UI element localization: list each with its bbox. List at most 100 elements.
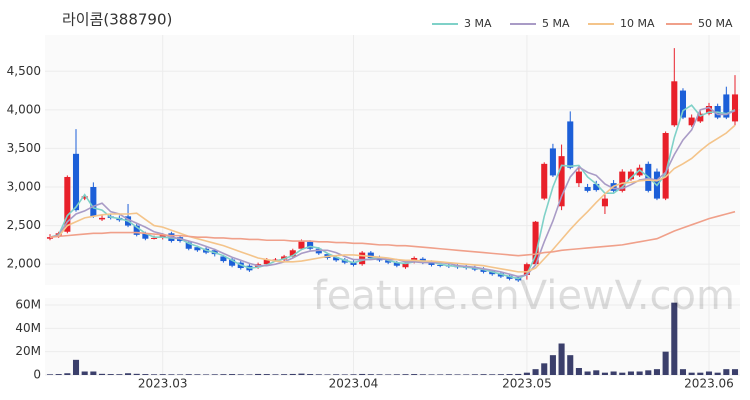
candle-body <box>671 81 678 126</box>
volume-bar <box>211 374 218 375</box>
y-tick-label: 2,500 <box>7 218 41 232</box>
volume-bar <box>627 371 634 375</box>
y-tick-label: 4,000 <box>7 102 41 116</box>
volume-bar <box>55 374 62 375</box>
candle-body <box>142 233 149 239</box>
candle-body <box>549 148 556 176</box>
y-tick-label: 0 <box>33 368 41 382</box>
candle-body <box>229 259 236 266</box>
volume-bar <box>662 351 669 375</box>
volume-bar <box>333 374 340 375</box>
volume-bar <box>506 374 513 375</box>
volume-bar <box>185 374 192 375</box>
candle-body <box>636 167 643 176</box>
volume-bar <box>567 355 574 375</box>
candle-body <box>263 259 270 265</box>
x-tick-label: 2023.06 <box>684 377 734 391</box>
candle-body <box>679 90 687 118</box>
candle-body <box>688 117 695 126</box>
candle-body <box>662 132 669 199</box>
x-tick-label: 2023.05 <box>502 377 552 391</box>
legend-label: 10 MA <box>620 17 655 30</box>
volume-bar <box>532 369 539 375</box>
volume-bar <box>46 374 54 375</box>
volume-bar <box>549 355 556 375</box>
candle-body <box>46 237 54 239</box>
candle-body <box>523 264 530 275</box>
candle-body <box>367 252 374 258</box>
volume-bar <box>523 372 530 375</box>
volume-bar <box>610 371 617 375</box>
volume-bar <box>98 373 106 375</box>
volume-bar <box>367 374 374 375</box>
candle-body <box>289 250 296 257</box>
volume-bar <box>263 374 270 375</box>
volume-bar <box>203 374 210 375</box>
volume-bar <box>697 372 704 375</box>
volume-bar <box>575 368 582 375</box>
legend-label: 3 MA <box>464 17 492 30</box>
candle-body <box>558 156 565 207</box>
volume-bar <box>298 373 305 375</box>
volume-bar <box>324 374 331 375</box>
volume-bar <box>151 374 158 375</box>
volume-bar <box>341 374 348 375</box>
candle-body <box>731 94 739 122</box>
volume-bar <box>350 374 357 375</box>
y-tick-label: 2,000 <box>7 257 41 271</box>
candle-body <box>532 221 539 265</box>
y-tick-label: 4,500 <box>7 64 41 78</box>
volume-bar <box>81 371 88 375</box>
volume-bar <box>133 373 140 375</box>
watermark: feature.enViewV.com <box>313 273 735 319</box>
candle-body <box>584 187 591 191</box>
legend-label: 5 MA <box>542 17 570 30</box>
candle-body <box>307 241 314 249</box>
volume-bar <box>619 372 626 375</box>
volume-bar <box>645 370 652 375</box>
volume-bar <box>229 374 236 375</box>
volume-bar <box>315 374 322 375</box>
candle-body <box>133 225 140 235</box>
volume-bar <box>359 373 366 375</box>
volume-bar <box>159 374 166 375</box>
volume-bar <box>64 373 71 375</box>
volume-bar <box>385 374 392 375</box>
ma-line <box>49 124 736 273</box>
volume-bar <box>497 374 504 375</box>
chart-title: 라이콤(388790) <box>62 11 172 29</box>
candle-body <box>359 252 366 265</box>
y-tick-label: 3,000 <box>7 180 41 194</box>
volume-bar <box>90 371 97 375</box>
volume-bar <box>402 374 409 375</box>
grid <box>45 35 740 376</box>
candle-body <box>437 264 444 266</box>
candle-body <box>402 262 409 268</box>
volume-bar <box>723 369 730 375</box>
candle-body <box>185 242 192 249</box>
volume-bar <box>714 372 721 375</box>
volume-bar <box>177 374 184 375</box>
volume-bar <box>237 374 244 375</box>
volume-bar <box>489 374 496 375</box>
volume-bar <box>636 371 643 375</box>
volume-bar <box>437 374 444 375</box>
volume-bar <box>255 373 262 375</box>
candle-body <box>601 198 608 207</box>
candle-body <box>272 259 279 261</box>
candle-body <box>385 260 392 263</box>
price-panel <box>45 35 740 285</box>
volume-bar <box>220 374 227 375</box>
volume-bar <box>116 374 123 375</box>
y-tick-label: 20M <box>15 344 41 358</box>
volume-bar <box>307 374 314 375</box>
volume-bar <box>272 374 279 375</box>
candle-body <box>619 171 626 191</box>
x-tick-label: 2023.03 <box>138 377 188 391</box>
volume-bar <box>454 374 461 375</box>
volume-bar <box>445 374 452 375</box>
candle-body <box>90 187 97 217</box>
volume-bar <box>541 363 548 375</box>
candle-body <box>705 105 713 114</box>
